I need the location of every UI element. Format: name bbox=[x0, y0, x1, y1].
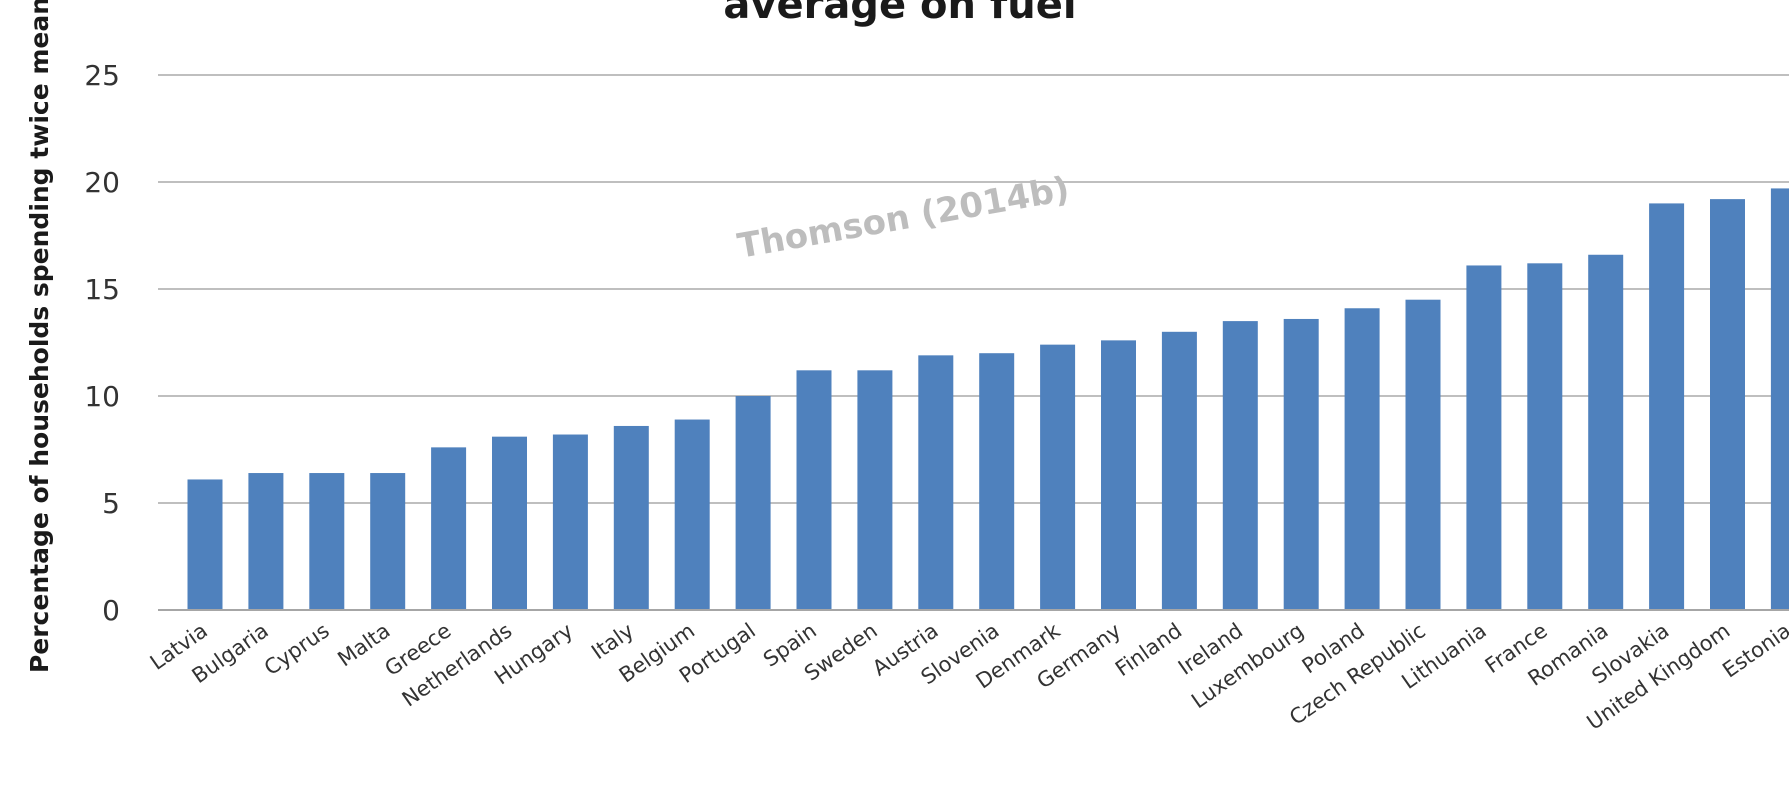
bars bbox=[187, 188, 1789, 611]
bar bbox=[1710, 199, 1745, 610]
y-tick-label: 10 bbox=[84, 380, 120, 413]
bar bbox=[979, 353, 1015, 610]
y-axis-ticks: 0 5 10 15 20 25 bbox=[84, 59, 120, 627]
bar bbox=[248, 473, 284, 610]
bar bbox=[1222, 321, 1258, 610]
bar bbox=[857, 370, 893, 610]
bar bbox=[1588, 254, 1624, 610]
y-tick-label: 15 bbox=[84, 273, 120, 306]
watermark-text: Thomson (2014b) bbox=[735, 169, 1073, 267]
bar bbox=[1101, 340, 1136, 610]
x-tick-label: Cyprus bbox=[260, 618, 334, 680]
bar bbox=[309, 473, 345, 610]
y-axis-label: Percentage of households spending twice … bbox=[25, 0, 54, 673]
y-tick-label: 5 bbox=[102, 487, 120, 520]
bar bbox=[918, 355, 954, 610]
y-tick-label: 25 bbox=[84, 59, 120, 92]
bar bbox=[370, 473, 406, 610]
bar bbox=[1466, 265, 1502, 610]
bar bbox=[1344, 308, 1380, 610]
bar bbox=[431, 447, 467, 610]
bar bbox=[735, 396, 771, 610]
bar bbox=[1527, 263, 1563, 610]
bar bbox=[613, 425, 649, 610]
bar bbox=[1283, 318, 1319, 610]
chart-title: average on fuel bbox=[723, 0, 1076, 28]
bar bbox=[1770, 188, 1789, 611]
bar bbox=[1161, 331, 1197, 610]
bar bbox=[492, 436, 527, 610]
y-tick-label: 20 bbox=[84, 166, 120, 199]
x-tick-label: Estonia bbox=[1718, 618, 1789, 682]
bar bbox=[1040, 344, 1076, 610]
bar bbox=[1649, 203, 1685, 610]
x-tick-label: Finland bbox=[1111, 618, 1186, 681]
bar bbox=[187, 479, 223, 610]
y-tick-label: 0 bbox=[102, 594, 120, 627]
bar bbox=[552, 434, 588, 610]
bar bbox=[796, 370, 832, 610]
bar bbox=[1405, 299, 1441, 610]
gridlines bbox=[158, 74, 1789, 504]
bar bbox=[674, 419, 710, 610]
